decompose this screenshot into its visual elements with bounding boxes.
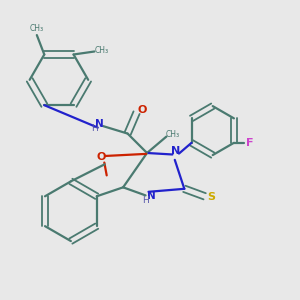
Text: N: N — [146, 191, 155, 201]
Text: H: H — [142, 196, 149, 205]
Text: N: N — [171, 146, 181, 157]
Text: F: F — [246, 138, 253, 148]
Text: CH₃: CH₃ — [95, 46, 109, 55]
Text: N: N — [95, 119, 103, 129]
Text: CH₃: CH₃ — [30, 24, 44, 33]
Text: O: O — [96, 152, 105, 163]
Text: O: O — [137, 105, 147, 115]
Text: H: H — [91, 124, 98, 133]
Text: S: S — [207, 192, 215, 202]
Text: CH₃: CH₃ — [166, 130, 180, 139]
